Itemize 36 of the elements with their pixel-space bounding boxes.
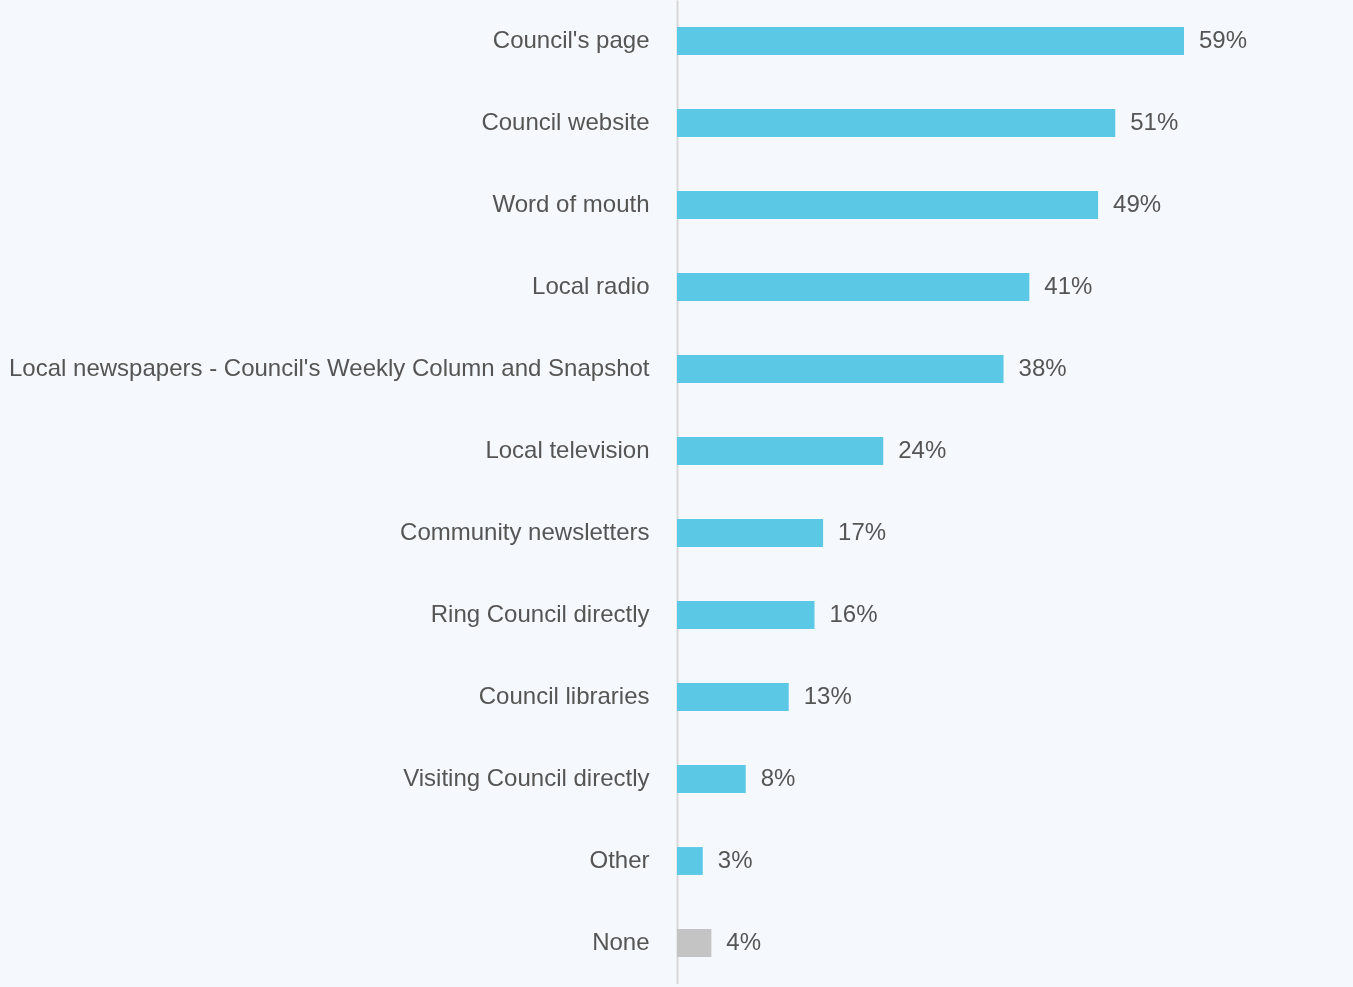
y-tick-label: Local newspapers - Council's Weekly Column and Snapshot [9, 354, 650, 381]
y-tick-label: Local television [485, 436, 650, 463]
data-label: 59% [1199, 26, 1248, 53]
y-tick-label: Word of mouth [492, 190, 650, 217]
y-tick-label: Council libraries [478, 682, 650, 709]
bar [677, 601, 815, 629]
bar [677, 437, 884, 465]
data-label: 51% [1130, 108, 1179, 135]
data-label: 49% [1113, 190, 1162, 217]
bar [677, 191, 1099, 219]
data-label: 41% [1044, 272, 1093, 299]
bar [677, 683, 789, 711]
bar [677, 765, 746, 793]
data-label: 3% [717, 846, 753, 873]
bar [677, 929, 712, 957]
bar [677, 273, 1030, 301]
y-tick-label: Ring Council directly [430, 600, 650, 627]
bar [677, 847, 703, 875]
data-label: 13% [803, 682, 852, 709]
y-tick-label: Community newsletters [400, 518, 650, 545]
data-label: 17% [838, 518, 887, 545]
bar [677, 519, 824, 547]
bar [677, 109, 1116, 137]
y-tick-label: None [592, 928, 650, 955]
y-tick-label: Other [589, 846, 650, 873]
y-tick-label: Council's page [492, 26, 650, 53]
bar [677, 355, 1004, 383]
data-label: 4% [726, 928, 762, 955]
y-tick-label: Local radio [532, 272, 650, 299]
bar [677, 27, 1184, 55]
data-label: 8% [760, 764, 796, 791]
data-label: 38% [1018, 354, 1067, 381]
data-label: 24% [898, 436, 947, 463]
data-label: 16% [829, 600, 878, 627]
y-tick-label: Visiting Council directly [403, 764, 650, 791]
y-tick-label: Council website [481, 108, 650, 135]
